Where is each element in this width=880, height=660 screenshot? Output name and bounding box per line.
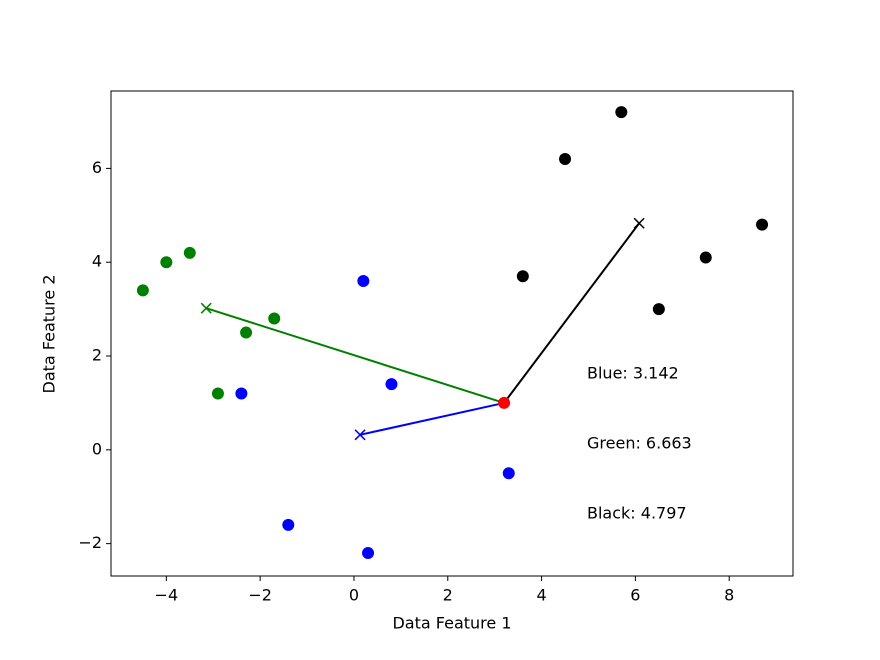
- y-tick-label: 0: [92, 439, 102, 458]
- point: [240, 326, 253, 339]
- x-tick-label: 4: [536, 586, 546, 605]
- distance-line: [205, 307, 505, 404]
- point: [136, 284, 149, 297]
- centroid: [200, 302, 212, 314]
- distance-line: [359, 401, 505, 436]
- y-axis-label: Data Feature 2: [40, 274, 59, 393]
- point: [385, 378, 398, 391]
- point: [282, 518, 295, 531]
- x-tick-label: 8: [724, 586, 734, 605]
- point: [268, 312, 281, 325]
- query-point: [498, 396, 511, 409]
- point: [559, 153, 572, 166]
- point: [183, 246, 196, 259]
- distance-line: [503, 222, 640, 404]
- point: [357, 274, 370, 287]
- y-tick-label: 2: [92, 346, 102, 365]
- y-tick-label: 6: [92, 158, 102, 177]
- y-tick-label: −2: [78, 533, 102, 552]
- x-tick-label: 0: [349, 586, 359, 605]
- annotation: Green: 6.663: [587, 434, 692, 453]
- y-tick-label: 4: [92, 252, 102, 271]
- point: [362, 547, 375, 560]
- point: [615, 106, 628, 119]
- point: [699, 251, 712, 264]
- point: [160, 256, 173, 269]
- centroid: [633, 217, 645, 229]
- point: [502, 467, 515, 480]
- x-tick-label: −4: [155, 586, 179, 605]
- annotation: Blue: 3.142: [587, 364, 679, 383]
- point: [516, 270, 529, 283]
- point: [652, 303, 665, 316]
- point: [235, 387, 248, 400]
- x-tick-label: 6: [630, 586, 640, 605]
- centroid: [354, 429, 366, 441]
- x-tick-label: 2: [443, 586, 453, 605]
- plot-frame: [110, 90, 794, 577]
- point: [211, 387, 224, 400]
- point: [756, 218, 769, 231]
- annotation: Black: 4.797: [587, 504, 687, 523]
- x-tick-label: −2: [248, 586, 272, 605]
- x-axis-label: Data Feature 1: [392, 614, 511, 633]
